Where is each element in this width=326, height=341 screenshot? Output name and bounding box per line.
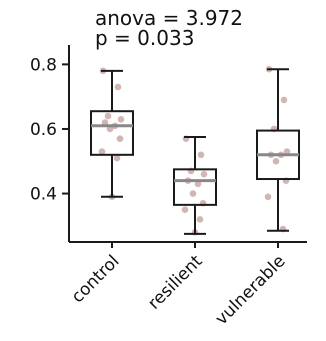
- data-point-resilient: [200, 170, 208, 178]
- y-tick-label: 0.4: [30, 185, 57, 205]
- data-point-control: [106, 125, 114, 133]
- data-point-control: [116, 135, 124, 142]
- annotations: anova = 3.972 p = 0.033: [95, 6, 243, 50]
- y-tick-label: 0.8: [30, 55, 57, 75]
- data-point-resilient: [194, 180, 202, 188]
- data-point-vulnerable: [283, 148, 291, 155]
- box-control: [90, 69, 134, 198]
- p-value-annotation: p = 0.033: [95, 26, 194, 50]
- boxes: [90, 68, 300, 235]
- anova-annotation: anova = 3.972: [95, 6, 243, 30]
- x-tick-labels: control resilient vulnerable: [68, 242, 290, 329]
- data-point-vulnerable: [280, 96, 288, 104]
- data-point-vulnerable: [272, 157, 280, 165]
- data-point-control: [104, 112, 112, 120]
- data-point-control: [114, 83, 122, 91]
- axes: [68, 45, 307, 243]
- data-point-vulnerable: [264, 193, 272, 201]
- box-vulnerable: [256, 68, 300, 232]
- data-points: [98, 65, 291, 236]
- data-point-resilient: [189, 190, 197, 197]
- x-tick-label-vulnerable: vulnerable: [212, 251, 290, 329]
- data-point-control: [101, 119, 109, 126]
- iqr-box: [90, 110, 134, 156]
- data-point-control: [117, 115, 125, 123]
- y-tick-label: 0.6: [30, 120, 57, 140]
- iqr-box: [173, 168, 217, 206]
- data-point-control: [113, 154, 121, 162]
- x-tick-label-control: control: [68, 251, 124, 307]
- data-point-resilient: [197, 151, 205, 159]
- y-ticks: 0.4 0.6 0.8: [30, 55, 69, 205]
- data-point-control: [98, 148, 106, 155]
- x-tick-label-resilient: resilient: [144, 251, 206, 313]
- data-point-resilient: [196, 216, 204, 223]
- data-point-resilient: [181, 206, 189, 214]
- box-resilient: [173, 136, 217, 235]
